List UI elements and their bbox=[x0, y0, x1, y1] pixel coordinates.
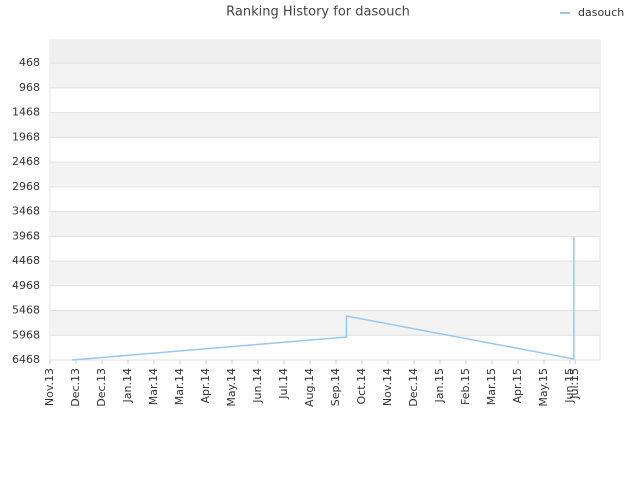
x-tick-label: Oct.14 bbox=[355, 368, 368, 405]
x-tick-label: Jan.15 bbox=[433, 368, 446, 403]
y-tick-label: 5468 bbox=[12, 304, 40, 317]
plot-band bbox=[50, 162, 600, 187]
plot-band bbox=[50, 261, 600, 286]
x-tick-label: Apr.14 bbox=[199, 368, 212, 404]
y-tick-label: 4968 bbox=[12, 279, 40, 292]
y-tick-label: 2968 bbox=[12, 180, 40, 193]
y-tick-label: 5968 bbox=[12, 328, 40, 341]
y-tick-label: 468 bbox=[19, 56, 40, 69]
legend-label: dasouch bbox=[578, 6, 624, 19]
y-tick-label: 1468 bbox=[12, 106, 40, 119]
y-tick-label: 1968 bbox=[12, 130, 40, 143]
x-tick-label: Jul.14 bbox=[277, 368, 290, 400]
x-tick-label: Feb.15 bbox=[459, 368, 472, 405]
y-tick-label: 6468 bbox=[12, 353, 40, 366]
x-tick-label: Nov.14 bbox=[381, 368, 394, 406]
x-tick-label: Apr.15 bbox=[511, 368, 524, 404]
x-tick-label: Aug.14 bbox=[303, 368, 316, 407]
y-tick-label: 3468 bbox=[12, 205, 40, 218]
x-tick-label: Mar.15 bbox=[485, 368, 498, 405]
x-tick-label: Sep.14 bbox=[329, 368, 342, 406]
plot-background bbox=[49, 39, 601, 361]
y-tick-label: 4468 bbox=[12, 254, 40, 267]
y-tick-label: 3968 bbox=[12, 229, 40, 242]
x-tick-label: Nov.13 bbox=[43, 368, 56, 406]
line-series bbox=[72, 237, 575, 361]
x-tick-label: Dec.14 bbox=[407, 368, 420, 407]
x-tick-label: Dec.13 bbox=[95, 368, 108, 407]
x-tick-label: Jun.14 bbox=[251, 368, 264, 404]
y-tick-label: 968 bbox=[19, 81, 40, 94]
plot-band bbox=[50, 40, 600, 64]
plot-band bbox=[50, 211, 600, 237]
plot-band bbox=[50, 310, 600, 336]
plot-band bbox=[50, 112, 600, 138]
x-tick-label: May.14 bbox=[225, 368, 238, 407]
y-tick-label: 2468 bbox=[12, 155, 40, 168]
x-tick-label: Mar.14 bbox=[147, 368, 160, 405]
x-tick-label: Mar.14 bbox=[173, 368, 186, 405]
chart-title: Ranking History for dasouch bbox=[226, 5, 410, 20]
x-tick-label: Jul.15 bbox=[568, 368, 581, 400]
x-tick-label: May.15 bbox=[537, 368, 550, 407]
x-tick-label: Jun.15 bbox=[563, 368, 576, 404]
plot-band bbox=[50, 63, 600, 88]
x-tick-label: Jan.14 bbox=[121, 368, 134, 403]
x-tick-label: Dec.13 bbox=[69, 368, 82, 407]
